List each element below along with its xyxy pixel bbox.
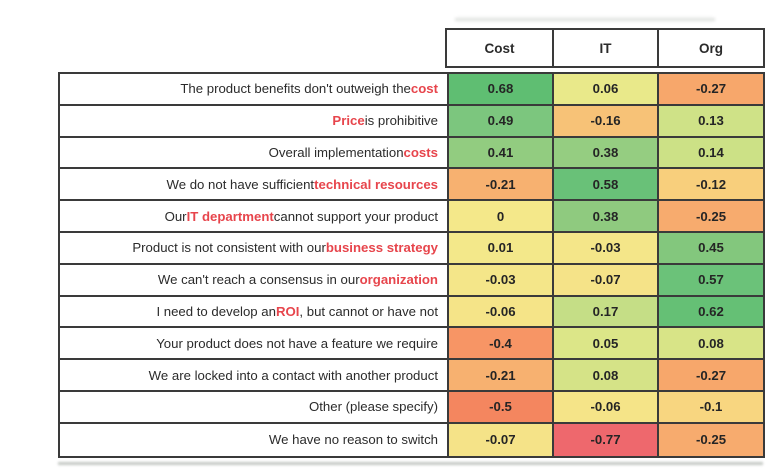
column-header-cost: Cost bbox=[484, 40, 515, 56]
row-label-text: We have no reason to switch bbox=[268, 432, 438, 448]
table-body: The product benefits don't outweigh the … bbox=[58, 72, 765, 458]
table-row: The product benefits don't outweigh the … bbox=[60, 74, 763, 106]
table-row: Other (please specify) -0.5 -0.06 -0.1 bbox=[60, 391, 763, 424]
row-label: Product is not consistent with our busin… bbox=[60, 232, 447, 263]
value-cell-org: 0.13 bbox=[657, 105, 763, 136]
row-label: The product benefits don't outweigh the … bbox=[60, 74, 447, 104]
table-row: Price is prohibitive 0.49 -0.16 0.13 bbox=[60, 105, 763, 138]
row-label-highlight: Price bbox=[332, 113, 365, 129]
column-header-it: IT bbox=[552, 30, 657, 66]
value-cell-cost: -0.5 bbox=[447, 391, 552, 422]
row-label-highlight: organization bbox=[359, 272, 438, 288]
row-label-highlight: business strategy bbox=[325, 240, 438, 256]
row-label-text: I need to develop an bbox=[156, 303, 276, 319]
table-row: We have no reason to switch -0.07 -0.77 … bbox=[60, 423, 763, 456]
row-label-text: Product is not consistent with our bbox=[132, 240, 326, 256]
row-label: Overall implementation costs bbox=[60, 137, 447, 168]
value-cell-cost: 0.68 bbox=[447, 74, 552, 104]
table-row: I need to develop an ROI, but cannot or … bbox=[60, 296, 763, 329]
row-label: Our IT department cannot support your pr… bbox=[60, 201, 447, 231]
row-label: Other (please specify) bbox=[60, 391, 447, 422]
table-underline bbox=[58, 462, 763, 465]
row-label-text: We can't reach a consensus in our bbox=[157, 272, 360, 288]
value-cell-org: 0.57 bbox=[657, 264, 763, 295]
value-cell-it: -0.06 bbox=[552, 391, 657, 422]
artifact-smudge bbox=[455, 18, 715, 21]
value-cell-it: 0.38 bbox=[552, 201, 657, 231]
value-cell-cost: -0.21 bbox=[447, 169, 552, 200]
table-row: Our IT department cannot support your pr… bbox=[60, 201, 763, 233]
value-cell-it: 0.05 bbox=[552, 328, 657, 359]
value-cell-org: 0.62 bbox=[657, 296, 763, 327]
row-label: Your product does not have a feature we … bbox=[60, 328, 447, 359]
row-label-text: Overall implementation bbox=[268, 144, 404, 160]
column-headers: Cost IT Org bbox=[445, 28, 765, 68]
value-cell-org: -0.27 bbox=[657, 74, 763, 104]
column-header-org: Org bbox=[657, 30, 763, 66]
table-row: We are locked into a contact with anothe… bbox=[60, 360, 763, 392]
value-cell-it: 0.08 bbox=[552, 360, 657, 390]
value-cell-it: -0.07 bbox=[552, 264, 657, 295]
table-row: We do not have sufficient technical reso… bbox=[60, 169, 763, 202]
table-row: We can't reach a consensus in our organi… bbox=[60, 264, 763, 297]
row-label-text: Your product does not have a feature we … bbox=[156, 335, 438, 351]
row-label-text: We do not have sufficient bbox=[166, 176, 315, 192]
value-cell-org: -0.25 bbox=[657, 201, 763, 231]
value-cell-cost: -0.4 bbox=[447, 328, 552, 359]
row-label-highlight: IT department bbox=[186, 208, 274, 224]
value-cell-it: -0.77 bbox=[552, 423, 657, 456]
value-cell-it: 0.17 bbox=[552, 296, 657, 327]
row-label: We do not have sufficient technical reso… bbox=[60, 169, 447, 200]
row-label-highlight: cost bbox=[410, 81, 438, 97]
row-label-text: is prohibitive bbox=[364, 113, 438, 129]
row-label-text: , but cannot or have not bbox=[299, 303, 438, 319]
row-label: I need to develop an ROI, but cannot or … bbox=[60, 296, 447, 327]
row-label-text: Our bbox=[164, 208, 187, 224]
table-row: Product is not consistent with our busin… bbox=[60, 232, 763, 265]
value-cell-cost: 0.41 bbox=[447, 137, 552, 168]
row-label-highlight: ROI bbox=[275, 303, 300, 319]
value-cell-org: 0.45 bbox=[657, 232, 763, 263]
row-label-text: cannot support your product bbox=[273, 208, 438, 224]
value-cell-org: -0.25 bbox=[657, 423, 763, 456]
row-label-text: We are locked into a contact with anothe… bbox=[148, 367, 438, 383]
table-row: Your product does not have a feature we … bbox=[60, 328, 763, 361]
row-label: We have no reason to switch bbox=[60, 423, 447, 456]
value-cell-org: 0.14 bbox=[657, 137, 763, 168]
value-cell-org: -0.12 bbox=[657, 169, 763, 200]
value-cell-org: -0.27 bbox=[657, 360, 763, 390]
value-cell-it: 0.06 bbox=[552, 74, 657, 104]
value-cell-it: 0.58 bbox=[552, 169, 657, 200]
row-label-text: Other (please specify) bbox=[309, 399, 438, 415]
value-cell-cost: -0.06 bbox=[447, 296, 552, 327]
value-cell-it: -0.16 bbox=[552, 105, 657, 136]
value-cell-cost: -0.07 bbox=[447, 423, 552, 456]
value-cell-cost: -0.03 bbox=[447, 264, 552, 295]
value-cell-cost: -0.21 bbox=[447, 360, 552, 390]
row-label: We are locked into a contact with anothe… bbox=[60, 360, 447, 390]
value-cell-it: -0.03 bbox=[552, 232, 657, 263]
value-cell-org: -0.1 bbox=[657, 391, 763, 422]
value-cell-cost: 0.01 bbox=[447, 232, 552, 263]
value-cell-cost: 0 bbox=[447, 201, 552, 231]
value-cell-cost: 0.49 bbox=[447, 105, 552, 136]
table-row: Overall implementation costs 0.41 0.38 0… bbox=[60, 137, 763, 170]
value-cell-org: 0.08 bbox=[657, 328, 763, 359]
row-label: Price is prohibitive bbox=[60, 105, 447, 136]
row-label-text: The product benefits don't outweigh the bbox=[180, 81, 411, 97]
row-label-highlight: technical resources bbox=[314, 176, 438, 192]
value-cell-it: 0.38 bbox=[552, 137, 657, 168]
row-label-highlight: costs bbox=[403, 144, 438, 160]
row-label: We can't reach a consensus in our organi… bbox=[60, 264, 447, 295]
